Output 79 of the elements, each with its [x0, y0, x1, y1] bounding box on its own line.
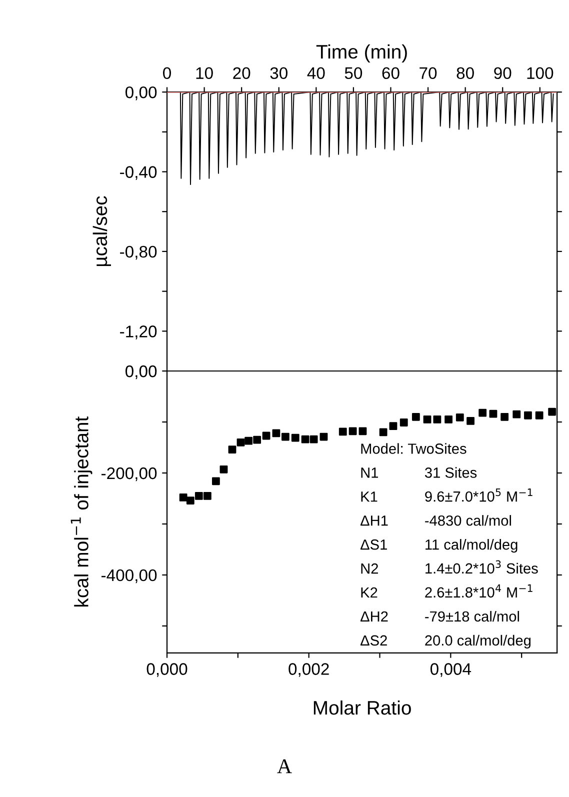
annotation: 2.6±1.8*10$^{4}$ M$^{−1}$	[425, 584, 532, 598]
point	[338, 428, 347, 436]
x-tick-label: 20	[233, 67, 250, 80]
point	[524, 411, 532, 420]
y-axis-title: kcal mol$^{−1}$ of injectant	[70, 416, 92, 607]
x-tick-label: 0,004	[430, 663, 472, 677]
x-tick-label: 10	[196, 67, 213, 80]
annotation: 31 Sites	[424, 467, 477, 478]
annotation: 20.0 cal/mol/deg	[425, 634, 531, 648]
annotation: 1.4±0.2*10$^{3}$ Sites	[426, 560, 538, 574]
point	[548, 408, 556, 416]
x-tick-label: 0,000	[146, 663, 188, 677]
point	[272, 429, 280, 438]
point	[281, 432, 290, 441]
point	[291, 434, 300, 442]
y-tick-label: -1,20	[120, 326, 157, 340]
point	[456, 413, 464, 422]
y-tick-label: 0,00	[125, 365, 157, 380]
point	[310, 435, 318, 444]
x-tick-label: 40	[307, 67, 325, 80]
x-tick-label: 30	[270, 67, 288, 80]
point	[433, 415, 442, 424]
point	[203, 492, 212, 500]
point	[444, 415, 452, 424]
x-axis-title: Time (min)	[316, 44, 407, 62]
y-tick-label: 0,00	[125, 86, 157, 100]
annotation: -4830 cal/mol	[425, 515, 511, 526]
x-tick-label: 0	[163, 67, 171, 80]
point	[535, 411, 544, 420]
x-tick-label: 90	[494, 67, 512, 80]
point	[512, 410, 521, 418]
x-tick-label: 70	[420, 67, 437, 80]
y-tick-label: -0,40	[120, 166, 157, 180]
x-tick-label: 0,002	[288, 663, 329, 677]
annotation: 11 cal/mol/deg	[426, 539, 518, 553]
y-tick-label: -400,00	[102, 569, 157, 584]
point	[389, 422, 398, 430]
annotation: -79±18 cal/mol	[425, 610, 520, 622]
text: A	[277, 759, 292, 774]
x-axis-title: Molar Ratio	[314, 700, 411, 715]
point	[253, 436, 262, 444]
point	[301, 435, 310, 444]
annotation: Model: TwoSites	[361, 443, 466, 454]
annotation: N1	[361, 468, 378, 478]
point	[320, 432, 328, 441]
point	[179, 494, 188, 502]
x-tick-label: 50	[344, 67, 362, 80]
x-tick-label: 60	[382, 67, 400, 80]
annotation: K1	[361, 492, 378, 502]
point	[236, 438, 245, 446]
annotation: N2	[361, 563, 378, 574]
point	[220, 465, 228, 474]
point	[379, 428, 388, 436]
point	[244, 436, 253, 445]
point	[400, 418, 408, 426]
point	[212, 477, 220, 486]
point	[358, 427, 367, 436]
annotation: ΔS2	[360, 635, 387, 646]
annotation: ΔH1	[360, 516, 388, 526]
annotation: ΔH2	[360, 611, 388, 622]
annotation: 9.6±7.0*10$^{5}$ M$^{−1}$	[425, 488, 532, 502]
point	[489, 410, 498, 418]
x-tick-label: 100	[527, 67, 554, 80]
annotation: K2	[361, 587, 378, 598]
point	[194, 492, 203, 500]
point	[412, 412, 420, 421]
y-tick-label: -0,80	[120, 246, 157, 260]
point	[228, 446, 236, 454]
point	[500, 412, 509, 421]
point	[478, 408, 487, 417]
y-tick-label: -200,00	[102, 467, 157, 482]
point	[262, 432, 270, 440]
point	[466, 417, 474, 425]
point	[348, 427, 357, 436]
point	[186, 496, 194, 504]
y-axis-title: µcal/sec	[92, 196, 111, 266]
annotation: ΔS1	[360, 539, 387, 550]
point	[423, 415, 432, 424]
x-tick-label: 80	[456, 67, 474, 80]
